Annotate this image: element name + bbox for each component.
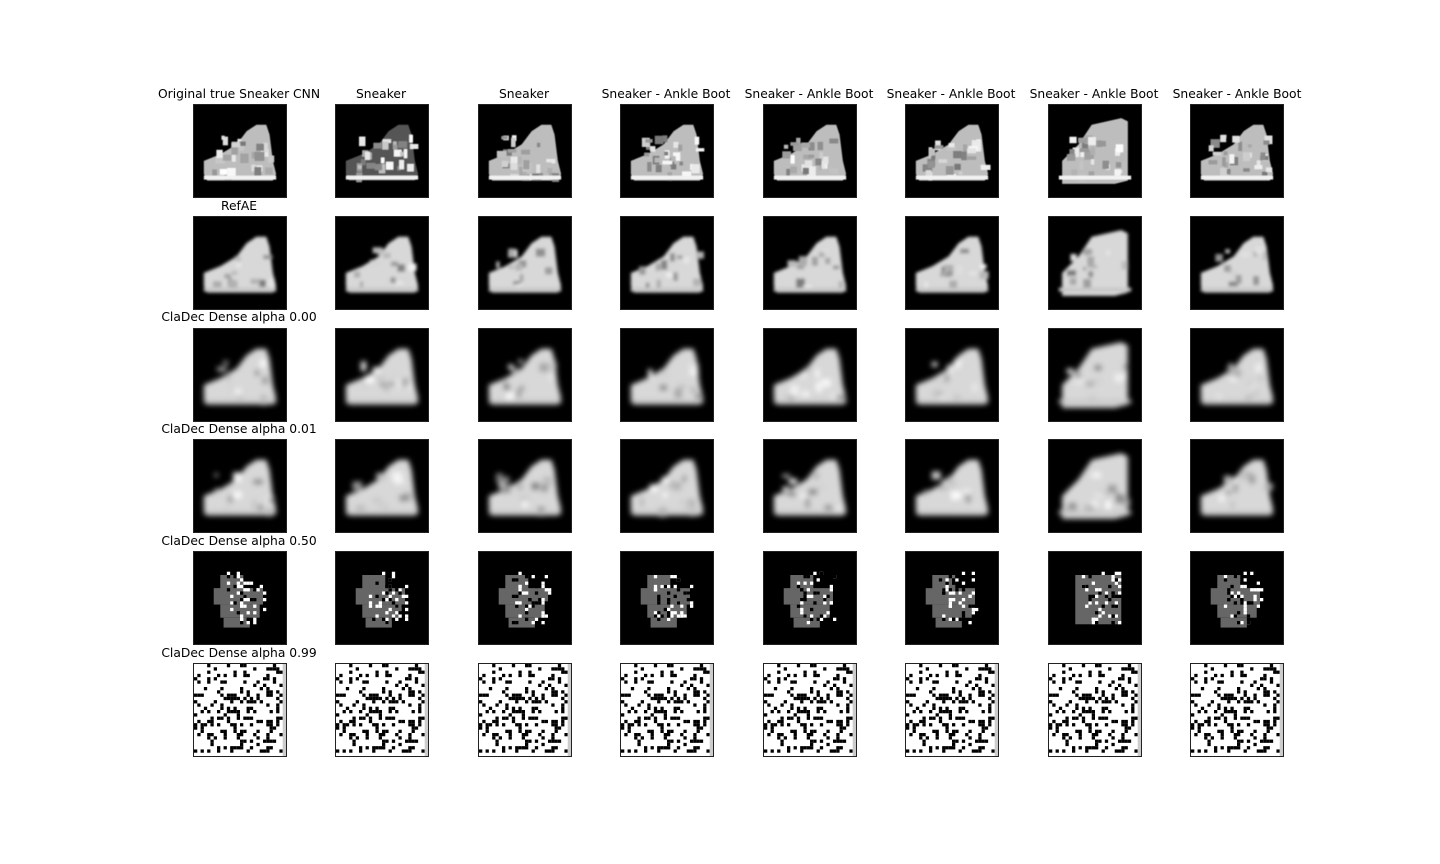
- column-title-4: Sneaker - Ankle Boot: [601, 87, 731, 101]
- image-tile-r3-c0: [193, 439, 287, 533]
- image-tile-r4-c1: [335, 551, 429, 645]
- image-tile-r3-c7: [1190, 439, 1284, 533]
- image-tile-r2-c3: [620, 328, 714, 422]
- row-title-original: Original true Sneaker CNN: [157, 87, 321, 101]
- column-title-2: Sneaker: [355, 87, 407, 101]
- image-tile-r0-c2: [478, 104, 572, 198]
- row-title-cladec-0-00: ClaDec Dense alpha 0.00: [161, 310, 317, 324]
- image-tile-r0-c1: [335, 104, 429, 198]
- column-title-8: Sneaker - Ankle Boot: [1172, 87, 1302, 101]
- image-tile-r4-c3: [620, 551, 714, 645]
- image-tile-r0-c4: [763, 104, 857, 198]
- image-tile-r0-c3: [620, 104, 714, 198]
- image-tile-r1-c7: [1190, 216, 1284, 310]
- image-tile-r2-c1: [335, 328, 429, 422]
- image-tile-r5-c1: [335, 663, 429, 757]
- image-tile-r4-c4: [763, 551, 857, 645]
- column-title-5: Sneaker - Ankle Boot: [744, 87, 874, 101]
- image-tile-r5-c3: [620, 663, 714, 757]
- image-tile-r3-c1: [335, 439, 429, 533]
- column-title-3: Sneaker: [498, 87, 550, 101]
- column-title-6: Sneaker - Ankle Boot: [886, 87, 1016, 101]
- column-title-7: Sneaker - Ankle Boot: [1029, 87, 1159, 101]
- image-tile-r0-c0: [193, 104, 287, 198]
- row-title-cladec-0-50: ClaDec Dense alpha 0.50: [161, 534, 317, 548]
- image-tile-r5-c7: [1190, 663, 1284, 757]
- row-title-cladec-0-01: ClaDec Dense alpha 0.01: [161, 422, 317, 436]
- image-tile-r3-c5: [905, 439, 999, 533]
- image-tile-r2-c7: [1190, 328, 1284, 422]
- image-tile-r2-c5: [905, 328, 999, 422]
- image-tile-r4-c2: [478, 551, 572, 645]
- image-tile-r2-c0: [193, 328, 287, 422]
- image-tile-r2-c6: [1048, 328, 1142, 422]
- image-tile-r2-c4: [763, 328, 857, 422]
- image-tile-r4-c5: [905, 551, 999, 645]
- image-tile-r1-c5: [905, 216, 999, 310]
- image-tile-r1-c3: [620, 216, 714, 310]
- image-tile-r3-c4: [763, 439, 857, 533]
- image-tile-r1-c0: [193, 216, 287, 310]
- image-tile-r3-c6: [1048, 439, 1142, 533]
- image-tile-r3-c3: [620, 439, 714, 533]
- row-title-refae: RefAE: [220, 199, 258, 213]
- image-tile-r5-c5: [905, 663, 999, 757]
- image-tile-r5-c0: [193, 663, 287, 757]
- image-tile-r1-c1: [335, 216, 429, 310]
- image-tile-r4-c6: [1048, 551, 1142, 645]
- image-tile-r2-c2: [478, 328, 572, 422]
- image-tile-r1-c4: [763, 216, 857, 310]
- row-title-cladec-0-99: ClaDec Dense alpha 0.99: [161, 646, 317, 660]
- image-tile-r0-c6: [1048, 104, 1142, 198]
- image-tile-r1-c6: [1048, 216, 1142, 310]
- image-tile-r5-c2: [478, 663, 572, 757]
- image-tile-r3-c2: [478, 439, 572, 533]
- image-tile-r5-c6: [1048, 663, 1142, 757]
- image-tile-r4-c7: [1190, 551, 1284, 645]
- image-tile-r0-c7: [1190, 104, 1284, 198]
- image-tile-r1-c2: [478, 216, 572, 310]
- image-tile-r5-c4: [763, 663, 857, 757]
- image-tile-r4-c0: [193, 551, 287, 645]
- image-tile-r0-c5: [905, 104, 999, 198]
